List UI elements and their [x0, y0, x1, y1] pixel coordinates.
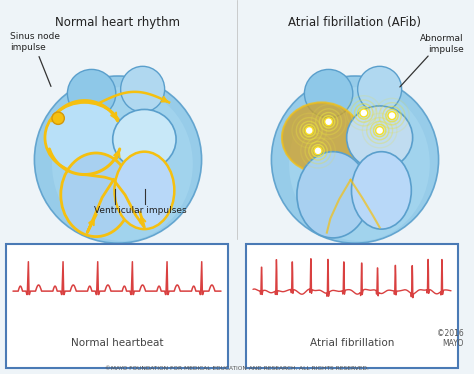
Ellipse shape [304, 70, 353, 118]
Circle shape [308, 129, 311, 132]
Circle shape [390, 114, 394, 117]
Circle shape [378, 129, 382, 132]
Circle shape [376, 127, 383, 135]
Circle shape [52, 112, 64, 125]
Ellipse shape [358, 66, 401, 112]
Ellipse shape [45, 102, 124, 173]
Text: Abnormal
impulse: Abnormal impulse [420, 34, 464, 54]
Circle shape [316, 149, 320, 153]
Ellipse shape [67, 70, 116, 118]
Circle shape [327, 120, 330, 123]
Ellipse shape [61, 153, 131, 237]
Text: Normal heartbeat: Normal heartbeat [71, 338, 163, 348]
Ellipse shape [289, 87, 430, 241]
Ellipse shape [272, 76, 438, 243]
Ellipse shape [35, 76, 201, 243]
Ellipse shape [52, 87, 193, 241]
Ellipse shape [121, 66, 164, 112]
Text: Sinus node
impulse: Sinus node impulse [10, 32, 60, 52]
Ellipse shape [113, 110, 176, 169]
Circle shape [314, 147, 322, 155]
Text: Atrial fibrillation: Atrial fibrillation [310, 338, 394, 348]
Circle shape [360, 109, 368, 117]
Circle shape [388, 112, 396, 120]
Text: Normal heart rhythm: Normal heart rhythm [55, 16, 181, 29]
Text: Ventricular impulses: Ventricular impulses [94, 206, 186, 215]
Ellipse shape [346, 106, 413, 169]
Bar [6, 244, 228, 368]
Ellipse shape [352, 152, 411, 229]
Circle shape [362, 111, 365, 115]
Ellipse shape [297, 152, 369, 238]
Ellipse shape [282, 102, 361, 173]
Text: Atrial fibrillation (AFib): Atrial fibrillation (AFib) [289, 16, 421, 29]
Circle shape [305, 127, 313, 135]
Ellipse shape [115, 152, 174, 229]
Circle shape [325, 118, 333, 126]
Text: ©2016
MAYO: ©2016 MAYO [437, 329, 464, 348]
Text: ©MAYO FOUNDATION FOR MEDICAL EDUCATION AND RESEARCH. ALL RIGHTS RESERVED.: ©MAYO FOUNDATION FOR MEDICAL EDUCATION A… [105, 366, 369, 371]
Bar [246, 244, 458, 368]
